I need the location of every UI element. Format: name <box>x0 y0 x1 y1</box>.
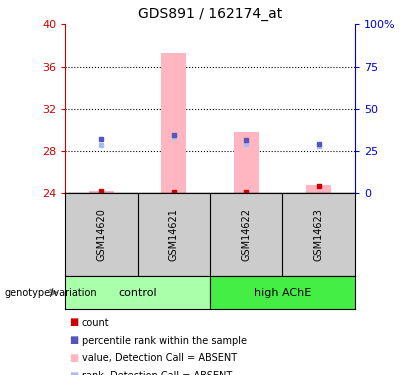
Bar <box>234 132 259 193</box>
Text: value, Detection Call = ABSENT: value, Detection Call = ABSENT <box>82 354 237 363</box>
Text: genotype/variation: genotype/variation <box>4 288 97 297</box>
Text: ■: ■ <box>69 336 79 345</box>
Bar <box>161 53 186 193</box>
Text: ■: ■ <box>69 318 79 327</box>
Text: percentile rank within the sample: percentile rank within the sample <box>82 336 247 345</box>
Text: GSM14620: GSM14620 <box>96 208 106 261</box>
Text: GSM14622: GSM14622 <box>241 208 251 261</box>
Text: ■: ■ <box>69 372 79 375</box>
Text: control: control <box>118 288 157 297</box>
Text: GSM14621: GSM14621 <box>169 208 179 261</box>
Bar <box>210 276 355 309</box>
Text: count: count <box>82 318 110 327</box>
Text: high AChE: high AChE <box>254 288 311 297</box>
Bar <box>65 276 210 309</box>
Bar <box>306 185 331 193</box>
Text: ■: ■ <box>69 354 79 363</box>
Text: rank, Detection Call = ABSENT: rank, Detection Call = ABSENT <box>82 372 232 375</box>
Text: GSM14623: GSM14623 <box>314 208 324 261</box>
Bar <box>89 191 114 193</box>
Title: GDS891 / 162174_at: GDS891 / 162174_at <box>138 7 282 21</box>
